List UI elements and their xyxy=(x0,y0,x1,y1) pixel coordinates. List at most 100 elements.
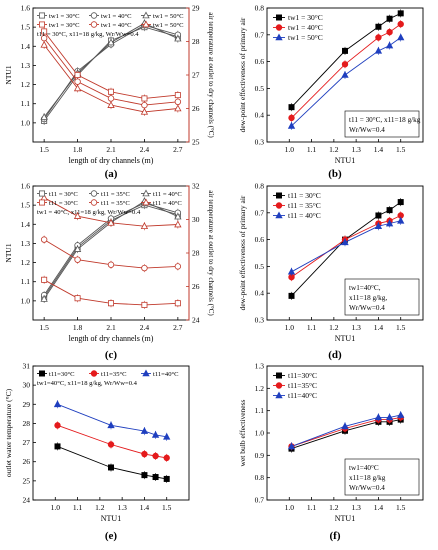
y-axis-label-f: wet bulb effectiveness xyxy=(238,399,247,466)
data-point-a-4-1 xyxy=(74,78,81,85)
legend-marker-c-3 xyxy=(39,199,46,206)
x-tick-label-b-5: 1.5 xyxy=(396,145,406,154)
legend-marker-b-0 xyxy=(275,14,282,21)
legend-marker-f-1 xyxy=(275,382,283,389)
x-tick-label-f-2: 1.2 xyxy=(329,503,339,512)
legend-label-c-3: t11 = 30°C xyxy=(49,200,78,207)
legend-marker-d-0 xyxy=(275,192,282,199)
data-point-f-2-1 xyxy=(341,422,349,430)
x-tick-label-e-4: 1.4 xyxy=(140,503,150,512)
data-point-c-5-3 xyxy=(140,222,149,230)
y-axis-label-e: outlet water temperature (°C) xyxy=(4,388,13,477)
y2-tick-label-c-0: 24 xyxy=(192,316,200,325)
data-point-e-2-1 xyxy=(107,421,115,429)
caption-b: (b) xyxy=(328,168,342,180)
caption-d: (d) xyxy=(328,349,342,361)
data-point-a-5-4 xyxy=(174,104,182,112)
legend-label-d-2: t11 = 40°C xyxy=(288,211,321,220)
legend-label-b-2: tw1 = 50°C xyxy=(288,33,323,42)
series-line-e-2 xyxy=(57,403,167,438)
y-tick-label-a-0: 1.0 xyxy=(21,118,31,127)
data-point-d-0-3 xyxy=(386,207,393,214)
data-point-b-0-4 xyxy=(397,10,404,17)
data-point-b-2-0 xyxy=(287,121,296,129)
data-point-a-5-1 xyxy=(73,84,82,92)
data-point-f-2-2 xyxy=(374,413,383,421)
condition-text-a: t11 = 30°C, x11=18 g/kg, Wr/Ww=0.4 xyxy=(37,31,139,38)
x-axis-label-a: length of dry channels (m) xyxy=(69,156,154,165)
x-tick-label-e-0: 1.0 xyxy=(51,503,61,512)
data-point-a-2-2 xyxy=(107,38,115,46)
legend-label-c-0: t11 = 30°C xyxy=(49,191,78,198)
legend-marker-e-1 xyxy=(90,370,98,377)
x-tick-label-a-1: 1.8 xyxy=(73,145,83,154)
y2-tick-label-c-1: 26 xyxy=(192,282,200,291)
data-point-a-2-4 xyxy=(174,34,182,42)
data-point-a-5-2 xyxy=(107,101,115,108)
data-point-c-2-4 xyxy=(174,212,182,220)
y-tick-label-f-3: 1.0 xyxy=(255,429,265,438)
x-tick-label-d-3: 1.3 xyxy=(351,323,361,332)
x-tick-label-e-1: 1.1 xyxy=(73,503,83,512)
legend-marker-a-1 xyxy=(90,12,98,19)
y-tick-label-c-6: 1.6 xyxy=(21,182,31,191)
x-tick-label-c-2: 2.1 xyxy=(106,323,116,332)
data-point-e-2-0 xyxy=(53,400,62,408)
data-point-b-1-2 xyxy=(375,34,382,41)
y-tick-label-c-5: 1.5 xyxy=(21,201,31,210)
data-point-e-2-2 xyxy=(140,427,149,434)
series-line-d-2 xyxy=(291,220,401,273)
legend-label-e-1: t11=35°C xyxy=(101,371,127,378)
data-point-e-1-3 xyxy=(152,452,159,460)
y-tick-label-b-1: 0.4 xyxy=(255,111,265,120)
y-tick-label-b-4: 0.7 xyxy=(255,30,265,39)
y-tick-label-c-3: 1.3 xyxy=(21,239,31,248)
legend-label-c-4: t11 = 35°C xyxy=(101,200,130,207)
data-point-b-2-2 xyxy=(374,46,383,54)
legend-label-a-5: tw1 = 50°C xyxy=(153,22,184,29)
x-tick-label-f-1: 1.1 xyxy=(307,503,317,512)
data-point-a-4-4 xyxy=(174,98,182,105)
condition-text-f-0: tw1=40°C xyxy=(349,464,379,472)
legend-label-f-0: t11=30°C xyxy=(288,371,317,380)
data-point-e-0-1 xyxy=(108,464,115,471)
x-tick-label-d-2: 1.2 xyxy=(329,323,339,332)
legend-marker-c-2 xyxy=(142,189,150,197)
y-tick-label-e-4: 28 xyxy=(23,419,31,428)
y-tick-label-d-5: 0.8 xyxy=(255,182,265,191)
series-line-e-0 xyxy=(57,445,167,480)
condition-text-b-1: Wr/Ww=0.4 xyxy=(349,126,385,134)
data-point-f-2-3 xyxy=(385,413,394,421)
data-point-e-1-0 xyxy=(54,422,61,429)
data-point-c-4-2 xyxy=(107,261,115,268)
data-point-b-0-0 xyxy=(288,104,295,111)
data-point-c-4-3 xyxy=(141,264,148,272)
x-tick-label-b-2: 1.2 xyxy=(329,145,339,154)
y-tick-label-d-2: 0.5 xyxy=(255,262,265,271)
y2-tick-label-a-3: 28 xyxy=(192,37,200,46)
y-tick-label-d-4: 0.7 xyxy=(255,208,265,217)
legend-marker-d-1 xyxy=(275,202,283,209)
y2-tick-label-a-0: 25 xyxy=(192,138,200,147)
x-tick-label-c-1: 1.8 xyxy=(73,323,83,332)
legend-marker-c-4 xyxy=(90,199,98,206)
data-point-c-2-1 xyxy=(73,245,82,252)
y-tick-label-c-4: 1.4 xyxy=(21,220,31,229)
legend-label-e-0: t11=30°C xyxy=(49,371,75,378)
data-point-c-3-3 xyxy=(141,301,148,308)
legend-marker-a-0 xyxy=(39,12,46,19)
y-tick-label-d-0: 0.3 xyxy=(255,316,265,325)
y-axis-label-d: dew-point effectiveness of primary air xyxy=(238,195,247,310)
data-point-d-0-4 xyxy=(397,199,404,206)
legend-marker-a-5 xyxy=(142,20,150,28)
condition-text-d-0: tw1=40°C, xyxy=(349,284,381,292)
condition-text-d-1: x11=18 g/kg, xyxy=(349,294,387,302)
y-axis-label-a: NTU1 xyxy=(4,65,13,84)
x-tick-label-c-0: 1.5 xyxy=(39,323,49,332)
data-point-e-0-3 xyxy=(152,474,159,481)
data-point-e-1-1 xyxy=(107,441,115,448)
y2-axis-label-c: air temperature at outlet to dry channel… xyxy=(207,190,215,316)
y-tick-label-b-2: 0.5 xyxy=(255,84,265,93)
y2-tick-label-c-2: 28 xyxy=(192,249,200,258)
